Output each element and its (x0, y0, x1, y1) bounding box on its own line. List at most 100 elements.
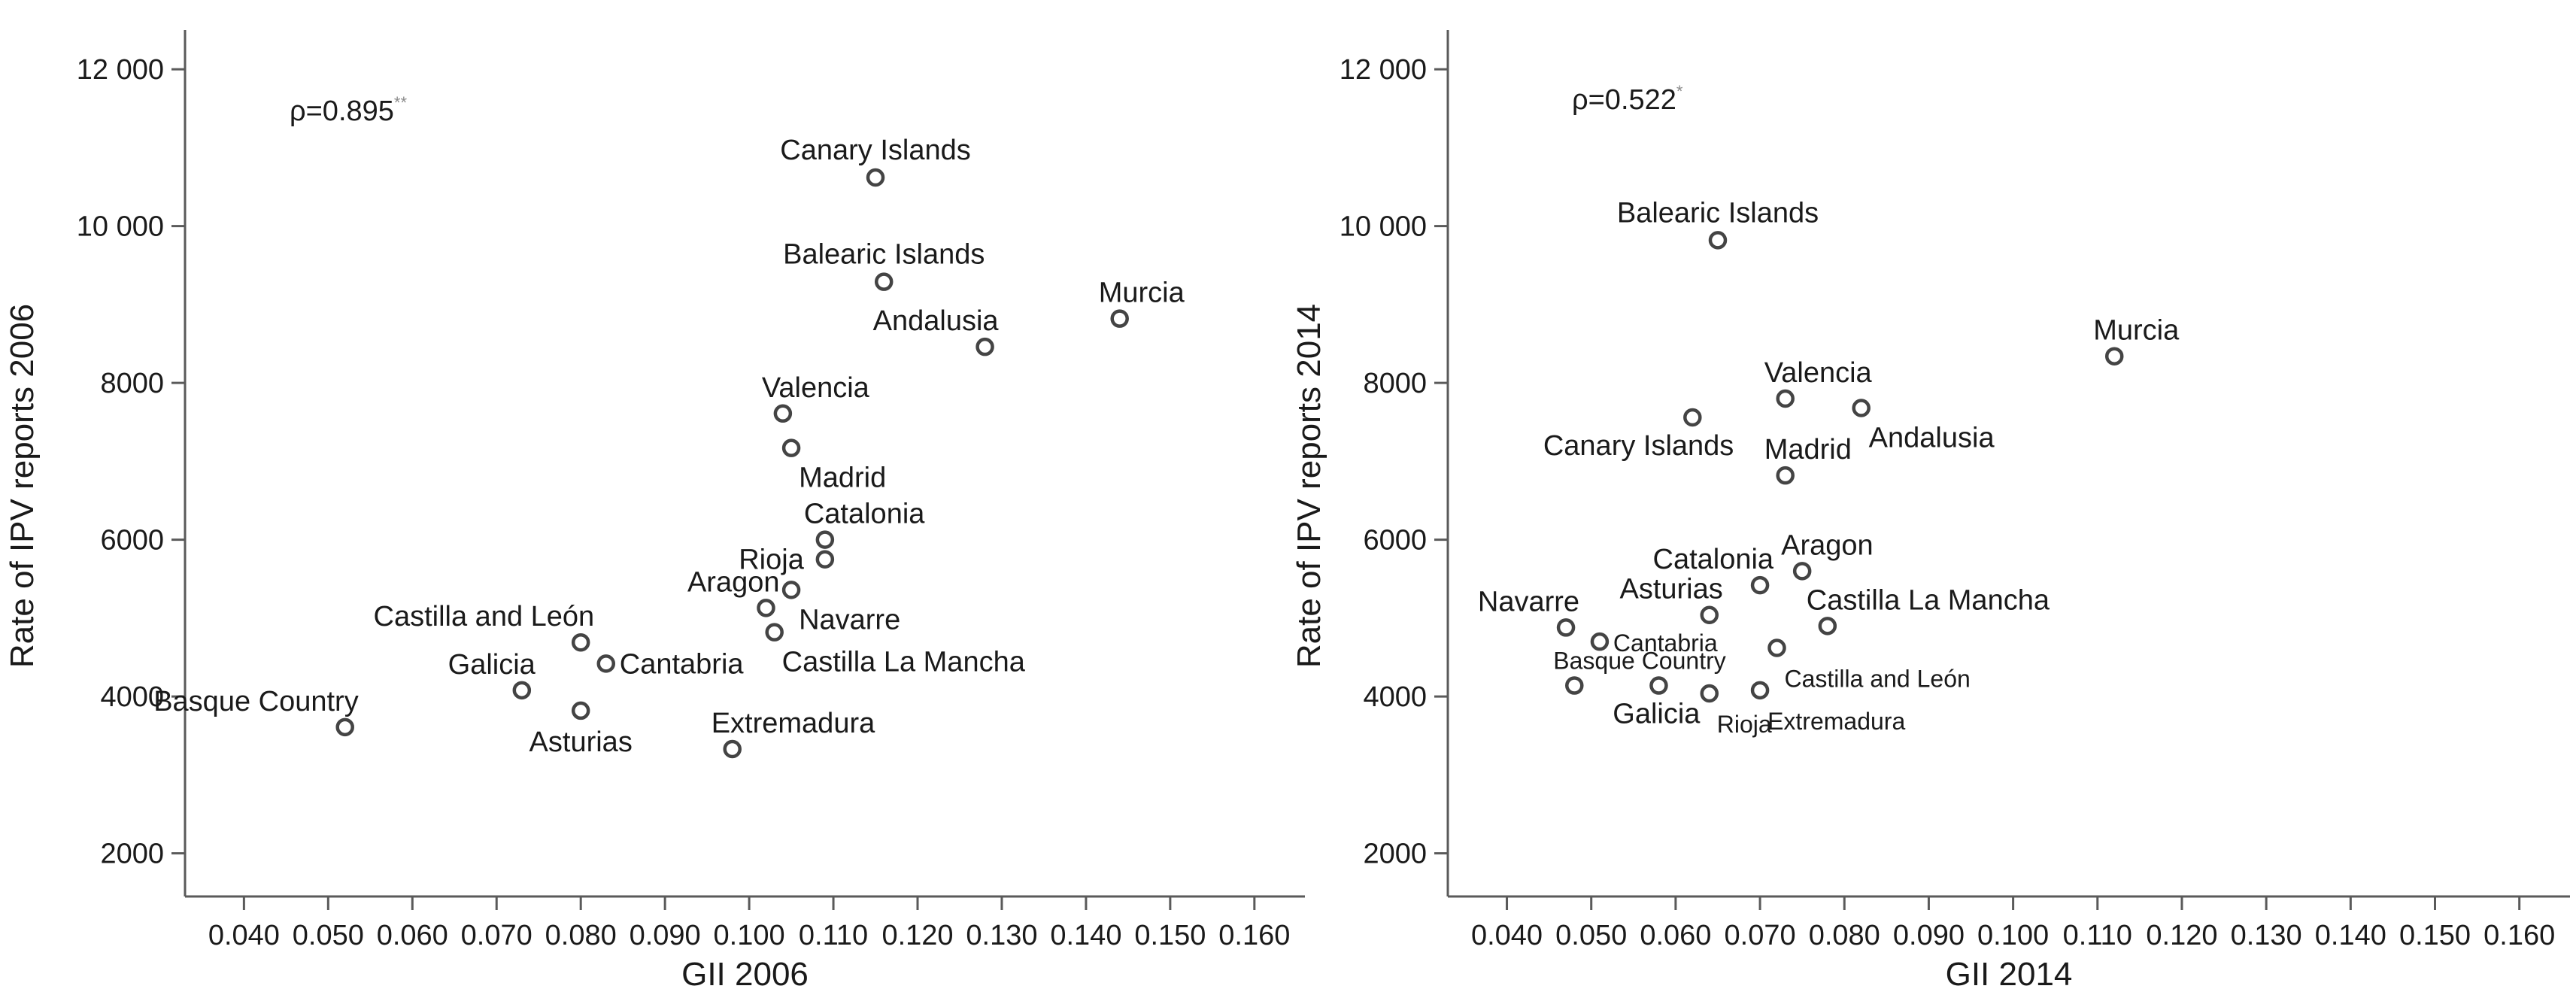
data-point-label: Aragon (687, 566, 780, 598)
data-point-label: Andalusia (1869, 423, 1995, 454)
data-point-label: Extremadura (712, 708, 875, 739)
data-point-label: Canary Islands (780, 135, 970, 166)
y-tick-label: 6000 (1363, 525, 1427, 557)
x-tick-label: 0.070 (461, 920, 532, 951)
data-point (1792, 562, 1812, 581)
data-point (1750, 575, 1770, 595)
x-axis-title: GII 2006 (681, 956, 809, 993)
data-point-label: Galicia (448, 649, 536, 681)
x-tick-label: 0.130 (966, 920, 1037, 951)
y-tick-label: 4000 (1363, 681, 1427, 713)
data-point-label: Cantabria (1613, 629, 1718, 657)
x-tick-label: 0.050 (293, 920, 364, 951)
data-point (596, 654, 616, 673)
x-tick-label: 0.090 (1893, 920, 1965, 951)
x-tick-label: 0.140 (2315, 920, 2386, 951)
data-point (781, 581, 801, 599)
data-point-label: Basque Country (1553, 648, 1725, 675)
data-point (2104, 347, 2124, 366)
y-tick-label: 10 000 (1340, 211, 1427, 243)
data-point (335, 717, 354, 737)
significance-marker: ** (394, 93, 408, 112)
data-point (1708, 231, 1728, 250)
data-point-label: Madrid (1764, 434, 1852, 466)
x-tick-label: 0.110 (2063, 920, 2132, 951)
data-point (874, 272, 894, 291)
y-tick-label: 8000 (1363, 368, 1427, 399)
data-point-label: Castilla La Mancha (782, 647, 1026, 678)
x-tick-label: 0.120 (2146, 920, 2217, 951)
data-point-label: Valencia (1764, 357, 1873, 389)
data-point (1818, 617, 1837, 635)
data-point-label: Andalusia (873, 305, 1000, 337)
data-point-label: Rioja (739, 544, 804, 576)
data-point-label: Valencia (762, 372, 870, 404)
data-point (781, 438, 801, 457)
correlation-annotation: ρ=0.522* (1572, 82, 1683, 116)
x-tick-label: 0.130 (2231, 920, 2302, 951)
data-point (1649, 676, 1668, 695)
data-point (773, 404, 793, 423)
x-tick-label: 0.160 (1218, 920, 1290, 951)
x-tick-label: 0.090 (630, 920, 701, 951)
data-point (1776, 389, 1795, 408)
data-point-label: Balearic Islands (783, 239, 985, 271)
x-tick-label: 0.060 (1640, 920, 1711, 951)
data-point-label: Madrid (799, 463, 886, 494)
data-point (723, 739, 742, 759)
data-point (1556, 618, 1576, 637)
x-tick-label: 0.080 (545, 920, 617, 951)
data-point (1767, 639, 1786, 657)
x-tick-label: 0.160 (2483, 920, 2555, 951)
data-point-label: Asturias (1619, 574, 1722, 605)
y-axis-title: Rate of IPV reports 2006 (4, 304, 41, 668)
correlation-value: ρ=0.522 (1572, 84, 1676, 116)
y-tick-label: 2000 (1363, 839, 1427, 870)
data-point (757, 599, 775, 617)
data-point-label: Navarre (799, 604, 900, 635)
data-point (975, 337, 994, 356)
x-tick-label: 0.060 (377, 920, 448, 951)
data-point-label: Aragon (1781, 529, 1874, 561)
data-point (1700, 684, 1719, 703)
data-point (866, 168, 885, 187)
x-tick-label: 0.150 (1134, 920, 1206, 951)
data-point (1590, 632, 1610, 651)
y-tick-label: 8000 (100, 368, 164, 399)
correlation-annotation: ρ=0.895** (290, 93, 407, 127)
x-tick-label: 0.110 (799, 920, 868, 951)
data-point (512, 681, 532, 700)
data-point-label: Navarre (1478, 586, 1579, 617)
y-axis-title: Rate of IPV reports 2014 (1291, 304, 1327, 668)
data-point (1852, 399, 1871, 417)
data-point (815, 550, 835, 569)
x-axis-title: GII 2014 (1946, 956, 2073, 993)
x-tick-label: 0.120 (881, 920, 953, 951)
data-point-label: Catalonia (804, 499, 925, 530)
data-point-label: Catalonia (1653, 544, 1774, 575)
data-point (1700, 605, 1719, 624)
data-point (1565, 676, 1584, 695)
data-point (1750, 681, 1770, 700)
data-point-label: Canary Islands (1543, 430, 1734, 462)
data-point-label: Balearic Islands (1617, 197, 1819, 229)
data-point-label: Asturias (529, 726, 633, 758)
x-tick-label: 0.040 (208, 920, 280, 951)
chart-panel-1: 2000 4000 6000 8000 10 000 12 000 0.040 0.050 0.… (4, 30, 1305, 993)
significance-marker: * (1676, 82, 1683, 101)
data-point (765, 623, 784, 642)
x-tick-label: 0.070 (1725, 920, 1796, 951)
data-point (815, 530, 835, 549)
data-point (1683, 408, 1702, 427)
data-point-label: Extremadura (1767, 708, 1905, 735)
data-point-label: Rioja (1717, 711, 1772, 738)
x-tick-label: 0.040 (1471, 920, 1543, 951)
data-point-label: Murcia (2093, 315, 2180, 347)
data-point (571, 632, 590, 652)
data-point-label: Murcia (1099, 278, 1185, 309)
x-tick-label: 0.140 (1050, 920, 1121, 951)
data-point-label: Castilla and León (1785, 666, 1971, 693)
x-tick-label: 0.100 (714, 920, 785, 951)
data-point (1110, 309, 1129, 328)
